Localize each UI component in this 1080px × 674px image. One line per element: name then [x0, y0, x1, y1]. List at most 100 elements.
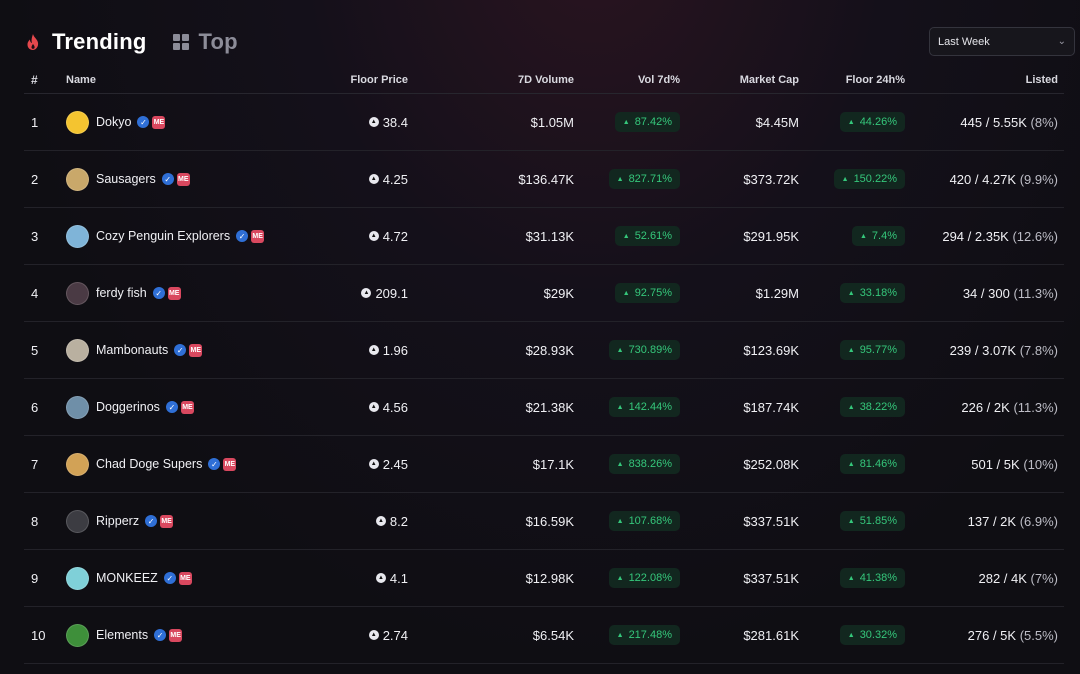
currency-icon: ▲ — [368, 174, 379, 184]
volume-change-cell: ▲ 730.89% — [608, 322, 680, 378]
rank: 5 — [31, 342, 39, 358]
floor-price: ▲ 2.45 — [368, 436, 408, 492]
collection-name-cell[interactable]: Elements ✓ ME — [66, 607, 183, 663]
listed-count: 137 / 2K (6.9%) — [968, 514, 1058, 529]
collection-name[interactable]: Mambonauts — [96, 343, 169, 357]
magic-eden-badge-icon: ME — [169, 628, 183, 642]
period-select[interactable]: Last Week ⌄ — [929, 27, 1075, 56]
header-vol-7d-pct[interactable]: Vol 7d% — [638, 73, 680, 86]
listed-value: 445 / 5.55K — [960, 114, 1027, 130]
header-market-cap[interactable]: Market Cap — [739, 73, 799, 86]
volume-change-badge: ▲ 730.89% — [608, 340, 680, 360]
volume-change-badge: ▲ 217.48% — [608, 625, 680, 645]
header-floor-price[interactable]: Floor Price — [350, 73, 408, 86]
collection-name-cell[interactable]: MONKEEZ ✓ ME — [66, 550, 192, 606]
arrow-up-icon: ▲ — [847, 631, 855, 639]
listed-value: 276 / 5K — [967, 627, 1017, 643]
collection-name-cell[interactable]: Dokyo ✓ ME — [66, 94, 166, 150]
rank: 4 — [31, 285, 39, 301]
collection-name-cell[interactable]: Cozy Penguin Explorers ✓ ME — [66, 208, 265, 264]
volume-change-badge: ▲ 142.44% — [608, 397, 680, 417]
volume-change-cell: ▲ 827.71% — [608, 151, 680, 207]
arrow-up-icon: ▲ — [847, 460, 855, 468]
listed-value: 34 / 300 — [962, 285, 1010, 301]
collection-name-cell[interactable]: Doggerinos ✓ ME — [66, 379, 194, 435]
tab-trending[interactable]: Trending — [24, 29, 147, 55]
listed-percent: (11.3%) — [1013, 399, 1058, 415]
listed-count: 445 / 5.55K (8%) — [960, 115, 1058, 130]
volume-7d: $16.59K — [525, 513, 574, 529]
market-cap: $337.51K — [743, 513, 799, 529]
floor-price-value: 4.56 — [382, 399, 408, 415]
table-row[interactable]: 8 Ripperz ✓ ME ▲ 8.2 $16.59K ▲ 107.68% $… — [24, 493, 1064, 550]
avatar — [66, 395, 89, 419]
floor-change-value: 95.77% — [859, 344, 897, 356]
volume-change-cell: ▲ 122.08% — [608, 550, 680, 606]
listed-percent: (12.6%) — [1012, 228, 1058, 244]
arrow-up-icon: ▲ — [616, 631, 624, 639]
magic-eden-badge-icon: ME — [251, 229, 265, 243]
header-7d-volume[interactable]: 7D Volume — [517, 73, 574, 86]
listed-value: 239 / 3.07K — [949, 342, 1017, 358]
table-row[interactable]: 3 Cozy Penguin Explorers ✓ ME ▲ 4.72 $31… — [24, 208, 1064, 265]
table-row[interactable]: 9 MONKEEZ ✓ ME ▲ 4.1 $12.98K ▲ 122.08% $… — [24, 550, 1064, 607]
floor-price-value: 1.96 — [382, 342, 408, 358]
collection-name-cell[interactable]: Chad Doge Supers ✓ ME — [66, 436, 237, 492]
collection-name-cell[interactable]: Sausagers ✓ ME — [66, 151, 190, 207]
listed-count: 282 / 4K (7%) — [978, 571, 1058, 586]
grid-icon — [172, 34, 189, 50]
collection-name-cell[interactable]: ferdy fish ✓ ME — [66, 265, 181, 321]
table-row[interactable]: 5 Mambonauts ✓ ME ▲ 1.96 $28.93K ▲ 730.8… — [24, 322, 1064, 379]
arrow-up-icon: ▲ — [616, 403, 624, 411]
listed: 445 / 5.55K (8%) — [960, 94, 1058, 150]
collection-name[interactable]: ferdy fish — [96, 286, 147, 300]
market-cap: $1.29M — [755, 285, 799, 301]
avatar — [66, 509, 89, 533]
avatar — [66, 110, 89, 134]
table-row[interactable]: 10 Elements ✓ ME ▲ 2.74 $6.54K ▲ 217.48%… — [24, 607, 1064, 664]
floor-change-badge: ▲ 81.46% — [839, 454, 905, 474]
table-row[interactable]: 4 ferdy fish ✓ ME ▲ 209.1 $29K ▲ 92.75% … — [24, 265, 1064, 322]
floor-price-value: 8.2 — [389, 513, 408, 529]
tab-top[interactable]: Top — [172, 29, 238, 55]
volume-change-badge: ▲ 92.75% — [614, 283, 680, 303]
verified-icon: ✓ — [208, 458, 221, 470]
header-name[interactable]: Name — [66, 73, 96, 86]
header-floor-24h-pct[interactable]: Floor 24h% — [845, 73, 905, 86]
listed-count: 501 / 5K (10%) — [971, 457, 1058, 472]
header-listed[interactable]: Listed — [1025, 73, 1058, 86]
verified-icon: ✓ — [174, 344, 187, 356]
market-cap: $281.61K — [743, 627, 799, 643]
collection-name[interactable]: Elements — [96, 628, 149, 642]
table-row[interactable]: 1 Dokyo ✓ ME ▲ 38.4 $1.05M ▲ 87.42% $4.4… — [24, 94, 1064, 151]
volume-change-value: 730.89% — [628, 344, 672, 356]
floor-change-badge: ▲ 38.22% — [839, 397, 905, 417]
collection-name-cell[interactable]: Ripperz ✓ ME — [66, 493, 174, 549]
collection-name-cell[interactable]: Mambonauts ✓ ME — [66, 322, 203, 378]
collection-name[interactable]: Sausagers — [96, 172, 156, 186]
arrow-up-icon: ▲ — [616, 460, 624, 468]
listed-count: 34 / 300 (11.3%) — [963, 286, 1058, 301]
table-row[interactable]: 6 Doggerinos ✓ ME ▲ 4.56 $21.38K ▲ 142.4… — [24, 379, 1064, 436]
collection-name[interactable]: MONKEEZ — [96, 571, 158, 585]
listed: 137 / 2K (6.9%) — [968, 493, 1058, 549]
volume-7d: $12.98K — [525, 570, 574, 586]
floor-price: ▲ 2.74 — [368, 607, 408, 663]
collection-name[interactable]: Chad Doge Supers — [96, 457, 203, 471]
collection-name[interactable]: Doggerinos — [96, 400, 160, 414]
volume-change-badge: ▲ 827.71% — [608, 169, 680, 189]
table-row[interactable]: 7 Chad Doge Supers ✓ ME ▲ 2.45 $17.1K ▲ … — [24, 436, 1064, 493]
listed-value: 294 / 2.35K — [942, 228, 1009, 244]
listed: 501 / 5K (10%) — [971, 436, 1058, 492]
magic-eden-badge-icon: ME — [167, 286, 181, 300]
market-cap: $252.08K — [743, 456, 799, 472]
collection-name[interactable]: Cozy Penguin Explorers — [96, 229, 231, 243]
volume-7d: $136.47K — [518, 171, 574, 187]
table-row[interactable]: 2 Sausagers ✓ ME ▲ 4.25 $136.47K ▲ 827.7… — [24, 151, 1064, 208]
collection-name[interactable]: Dokyo — [96, 115, 132, 129]
magic-eden-badge-icon: ME — [180, 400, 194, 414]
floor-change-value: 7.4% — [871, 230, 897, 242]
floor-change-cell: ▲ 7.4% — [851, 208, 905, 264]
tab-top-label: Top — [198, 29, 238, 54]
collection-name[interactable]: Ripperz — [96, 514, 140, 528]
